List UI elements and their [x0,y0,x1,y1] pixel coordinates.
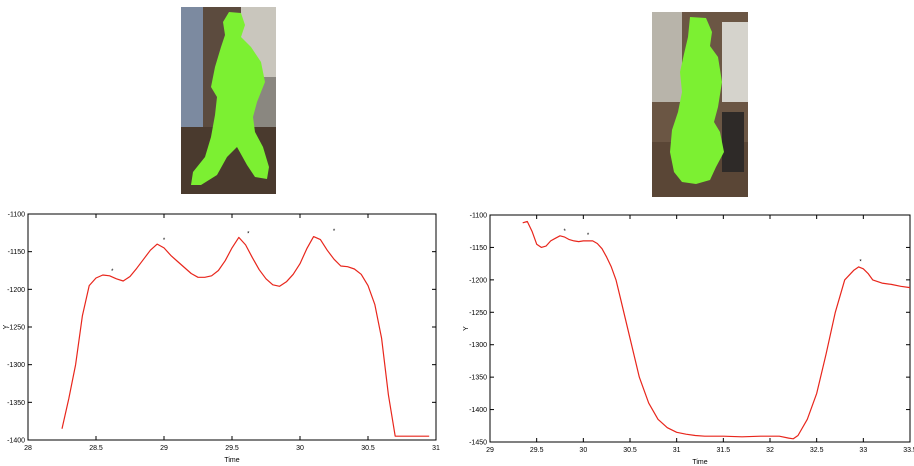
x-tick-label: 33.5 [903,447,914,454]
plot-frame [489,214,911,443]
peak-marker: * [333,229,336,235]
y-tick-label: -1300 [7,362,25,369]
peak-marker: * [859,260,862,266]
x-tick-label: 29.5 [530,447,544,454]
series-line [522,220,911,440]
x-tick-label: 29.5 [225,445,239,452]
chart-right: 29 29.5 30 30.5 31 31.5 32 32.5 33 33.5 -1100 -1150… [460,200,914,466]
y-tick-label: -1150 [8,249,25,256]
sitting-silhouette [670,17,724,184]
x-tick-label: 29 [486,447,494,454]
x-tick-label: 30.5 [623,447,637,454]
x-tick-label: 28.5 [89,445,103,452]
peak-marker: * [163,238,166,244]
y-tick-label: -1250 [469,310,487,317]
chart-left: 28 28.5 29 29.5 30 30.5 31 -1100 -1150 -1200 -1250… [0,200,450,466]
peak-marker: * [247,231,250,237]
y-axis-title: Y [463,326,470,331]
y-tick-label: -1350 [7,400,25,407]
y-tick-label: -1200 [469,277,487,284]
x-axis-title: Time [692,459,707,466]
y-tick-label: -1150 [470,245,487,252]
sitting-silhouette-image [652,12,748,197]
y-tick-label: -1100 [8,212,25,219]
y-tick-label: -1250 [7,325,25,332]
x-tick-label: 30 [579,447,587,454]
x-tick-label: 32 [766,447,774,454]
y-axis-title: Y [3,324,10,329]
y-tick-label: -1350 [469,375,487,382]
y-tick-label: -1100 [470,213,487,220]
chart-right-svg: 29 29.5 30 30.5 31 31.5 32 32.5 33 33.5 -1100 -1150… [463,213,914,466]
y-tick-label: -1300 [469,342,487,349]
x-axis-title: Time [224,457,239,464]
x-tick-label: 33 [859,447,867,454]
y-tick-label: -1450 [469,440,487,447]
walking-person-photo [181,7,276,194]
sitting-person-photo [652,12,748,197]
series-line [61,236,430,437]
x-tick-label: 29 [160,445,168,452]
x-tick-label: 31.5 [717,447,731,454]
x-tick-label: 28 [24,445,32,452]
y-tick-label: -1200 [7,287,25,294]
x-tick-label: 31 [673,447,681,454]
peak-marker: * [563,229,566,235]
y-tick-label: -1400 [7,438,25,445]
x-tick-label: 30.5 [361,445,375,452]
x-tick-label: 32.5 [810,447,824,454]
y-tick-label: -1400 [469,407,487,414]
peak-marker: * [587,233,590,239]
walking-silhouette-image [181,7,276,194]
x-tick-label: 30 [296,445,304,452]
chart-left-svg: 28 28.5 29 29.5 30 30.5 31 -1100 -1150 -1200 -1250… [3,212,440,465]
peak-marker: * [111,269,114,275]
walking-silhouette [191,12,269,185]
x-tick-label: 31 [432,445,440,452]
